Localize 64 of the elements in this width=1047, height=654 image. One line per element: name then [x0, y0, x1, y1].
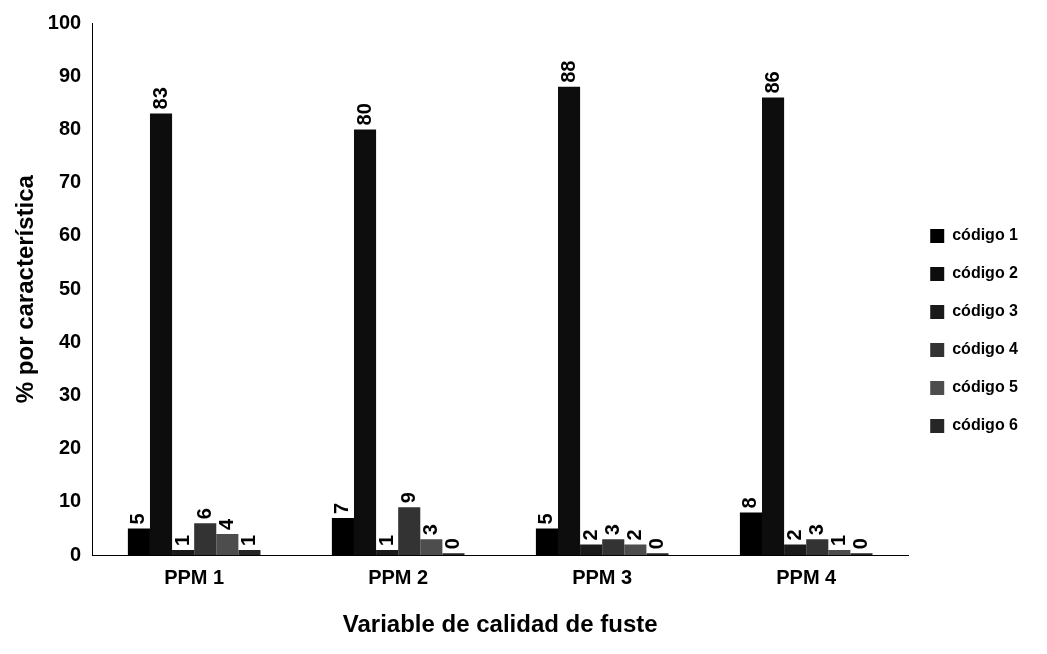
- legend-label: código 1: [952, 226, 1019, 244]
- bar: [828, 549, 851, 556]
- data-label: 83: [148, 87, 171, 110]
- y-tick-label: 70: [58, 170, 82, 193]
- y-tick-label: 10: [58, 489, 82, 512]
- data-label: 1: [236, 534, 259, 546]
- x-tick-label: PPM 4: [776, 565, 838, 588]
- legend-label: código 4: [952, 340, 1019, 358]
- bar: [194, 523, 217, 556]
- data-label: 0: [644, 538, 667, 550]
- data-label: 1: [374, 534, 397, 546]
- legend-label: código 5: [952, 378, 1019, 396]
- legend-label: código 2: [952, 264, 1019, 282]
- data-label: 5: [126, 513, 149, 525]
- y-tick-label: 100: [47, 10, 82, 33]
- y-tick-label: 30: [58, 383, 82, 406]
- data-label: 2: [622, 529, 645, 541]
- bar: [353, 129, 377, 556]
- data-label: 3: [600, 524, 623, 536]
- data-label: 2: [782, 529, 805, 541]
- bar: [806, 539, 829, 556]
- data-label: 5: [534, 513, 557, 525]
- y-tick-label: 0: [70, 542, 82, 565]
- y-tick-label: 80: [58, 116, 82, 139]
- data-label: 3: [804, 524, 827, 536]
- y-tick-label: 90: [58, 63, 82, 86]
- bar: [602, 539, 625, 556]
- data-label: 80: [352, 103, 375, 126]
- x-axis-title: Variable de calidad de fuste: [342, 610, 658, 638]
- data-label: 0: [848, 538, 871, 550]
- bar: [238, 549, 261, 556]
- bar: [558, 86, 581, 556]
- data-label: 88: [556, 60, 579, 83]
- y-tick-label: 60: [58, 223, 82, 246]
- legend-label: código 6: [952, 416, 1019, 434]
- bar: [420, 539, 443, 556]
- data-label: 86: [760, 71, 783, 94]
- bar: [784, 544, 807, 556]
- data-label: 1: [170, 534, 193, 546]
- data-label: 2: [578, 529, 601, 541]
- legend-label: código 3: [952, 302, 1019, 320]
- bar: [624, 544, 647, 556]
- bar: [149, 113, 173, 556]
- data-label: 8: [738, 497, 761, 509]
- y-tick-label: 40: [58, 329, 82, 352]
- data-label: 3: [418, 524, 441, 536]
- bar: [398, 507, 421, 556]
- data-label: 6: [192, 508, 215, 520]
- y-axis-title: % por característica: [11, 174, 39, 404]
- x-tick-label: PPM 2: [368, 565, 429, 588]
- y-tick-label: 50: [58, 276, 82, 299]
- data-label: 0: [440, 538, 463, 550]
- bar: [762, 97, 785, 556]
- data-label: 1: [826, 534, 849, 546]
- data-label: 4: [214, 517, 237, 530]
- y-tick-label: 20: [58, 436, 82, 459]
- bar: [172, 549, 195, 556]
- data-label: 9: [396, 492, 419, 504]
- bar: [376, 549, 399, 556]
- bar: [580, 544, 603, 556]
- data-label: 7: [330, 502, 353, 514]
- x-tick-label: PPM 3: [572, 565, 633, 588]
- x-tick-label: PPM 1: [164, 565, 225, 588]
- bar: [216, 533, 239, 556]
